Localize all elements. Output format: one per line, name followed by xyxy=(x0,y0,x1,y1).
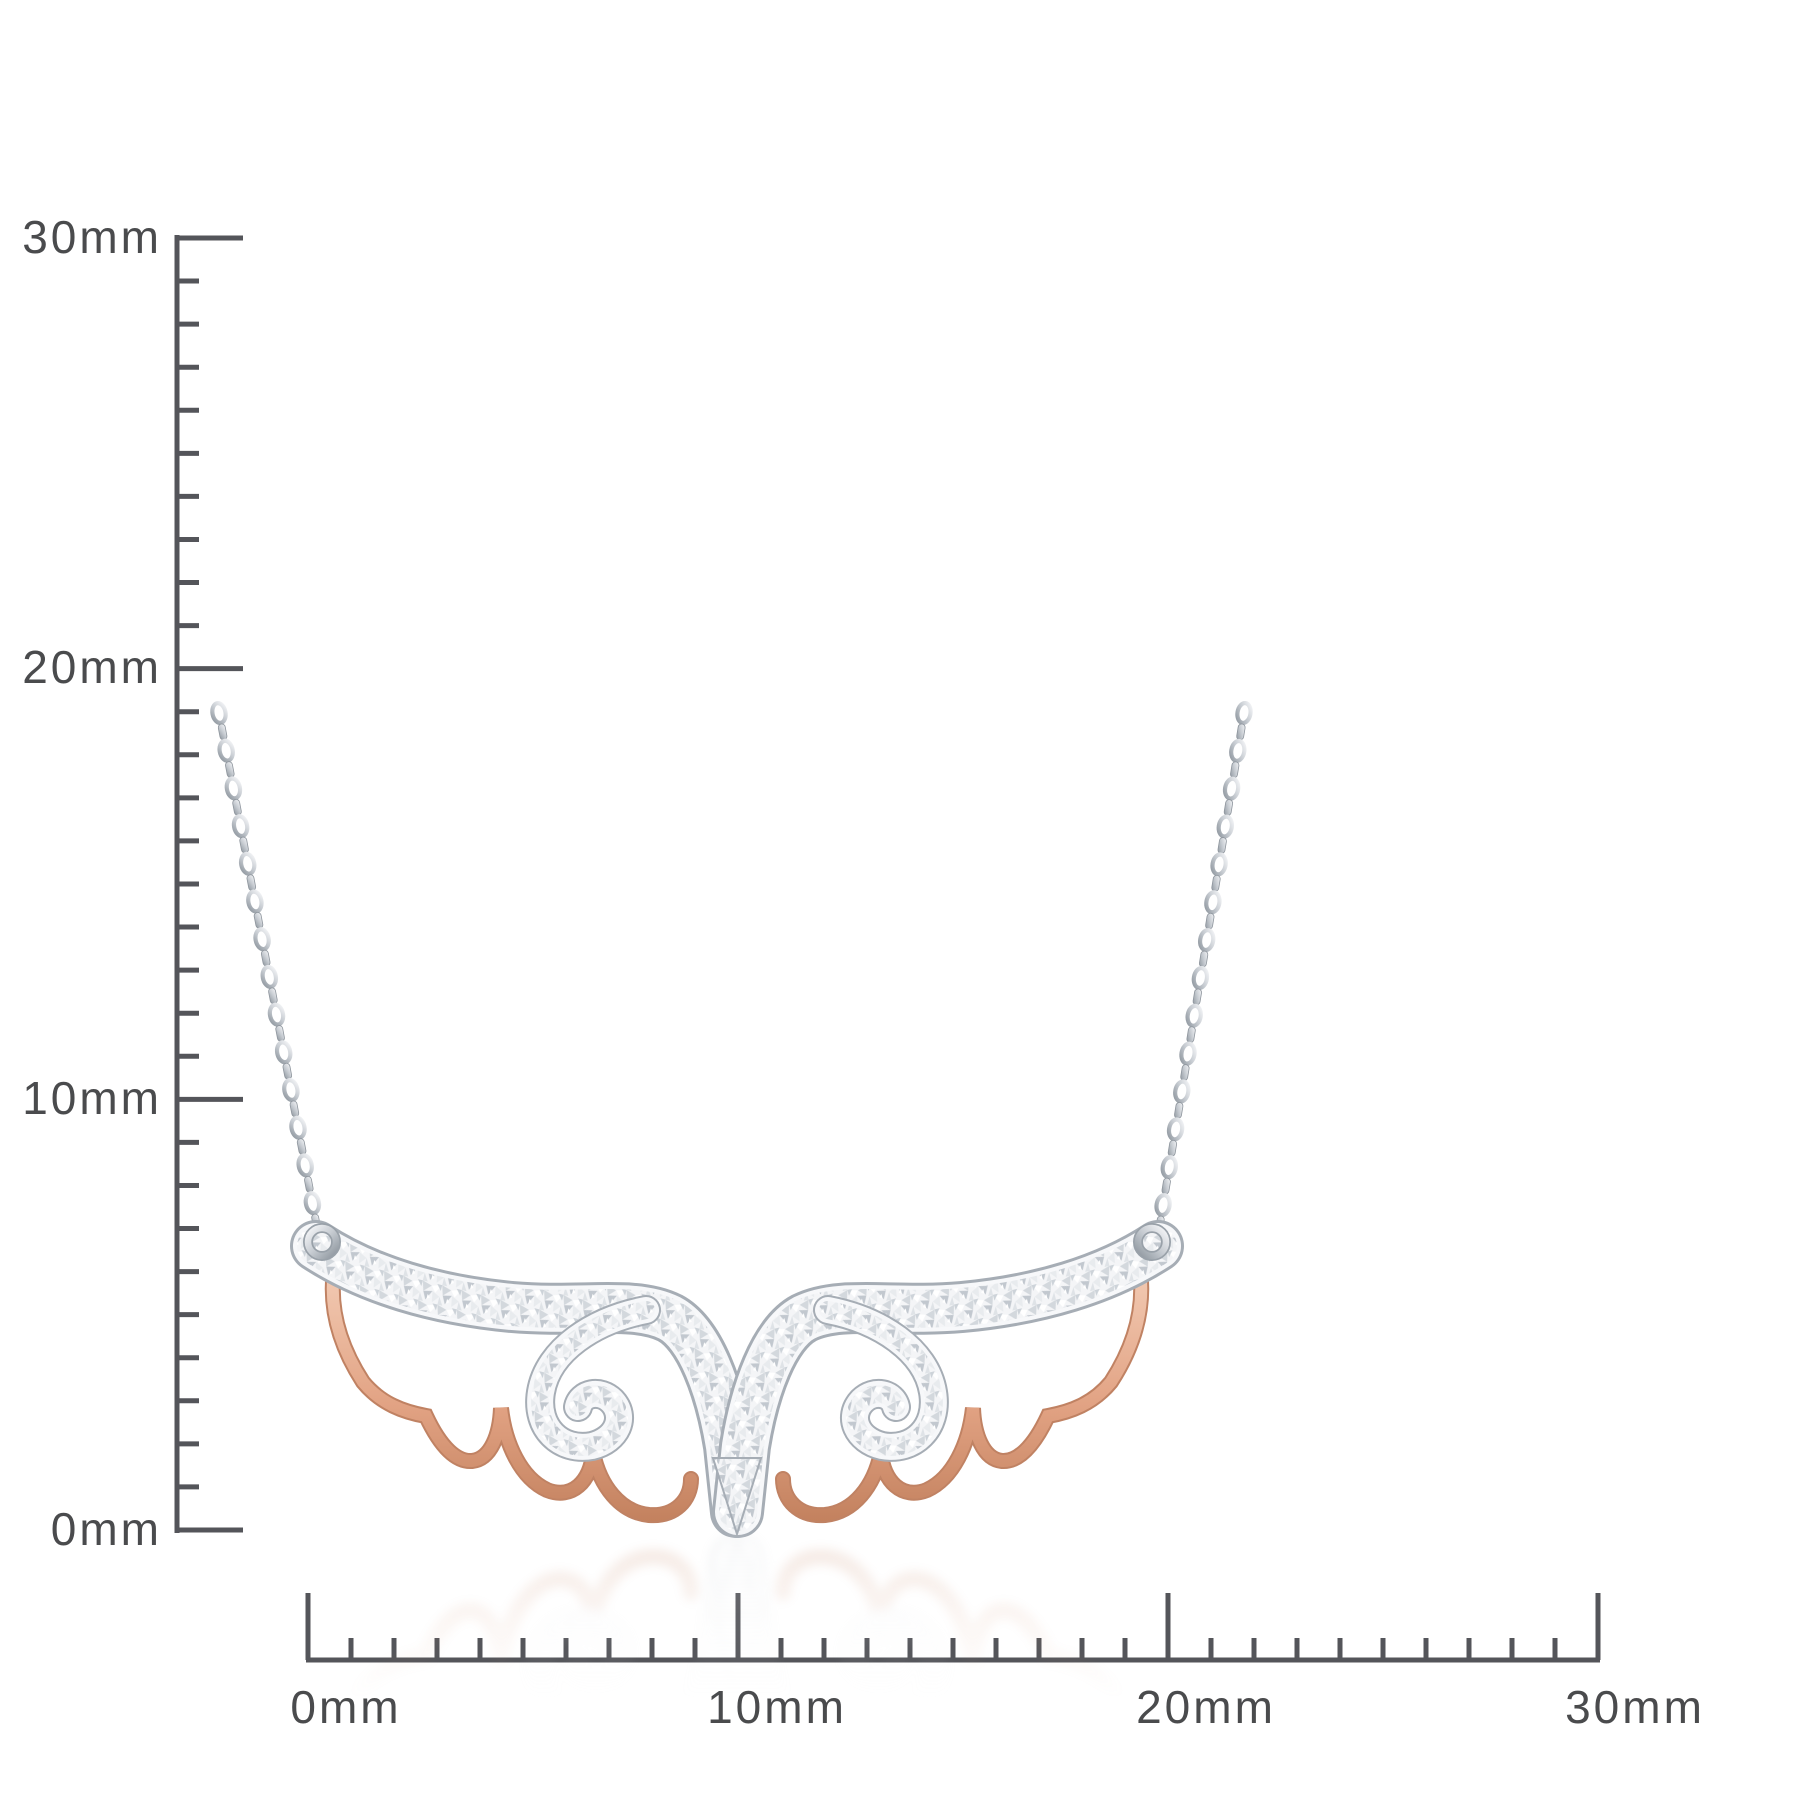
chain-link xyxy=(267,1002,286,1027)
chain-link xyxy=(238,851,257,876)
chain-link xyxy=(1185,1003,1203,1028)
vertical-ruler-ticks xyxy=(177,235,243,1533)
chain-link xyxy=(303,1191,322,1216)
chain-link xyxy=(1236,723,1246,741)
chain-link xyxy=(1166,1117,1185,1142)
chain-link xyxy=(232,798,242,816)
chain-link xyxy=(1179,1041,1197,1066)
chain-link xyxy=(246,874,257,892)
chain-link xyxy=(274,1040,293,1065)
chain-link xyxy=(210,701,228,725)
chain-link xyxy=(304,1175,314,1193)
chain-link xyxy=(296,1138,307,1155)
chain-link xyxy=(1205,912,1215,930)
chain-link xyxy=(239,836,249,854)
chain-link xyxy=(1210,852,1228,877)
chain-link xyxy=(275,1025,285,1042)
chain-link xyxy=(1204,890,1222,915)
chain-link xyxy=(1235,700,1253,726)
chain-link xyxy=(253,912,264,929)
chain-link xyxy=(1197,928,1216,953)
h-label-20mm: 20mm xyxy=(1136,1681,1276,1733)
chain-link xyxy=(1229,738,1247,763)
chain-link xyxy=(1192,988,1202,1006)
angel-wings-pendant xyxy=(308,1228,1166,1534)
v-label-10mm: 10mm xyxy=(22,1072,162,1124)
chain-link xyxy=(296,1153,314,1178)
chain-link xyxy=(1216,814,1235,839)
chain-link xyxy=(1217,837,1227,854)
chain-link xyxy=(1173,1079,1191,1104)
chain-link xyxy=(289,1115,307,1140)
v-label-0mm: 0mm xyxy=(51,1503,162,1555)
right-wing xyxy=(713,1228,1166,1534)
chain-link xyxy=(253,927,271,952)
chain-link xyxy=(1154,1193,1172,1218)
chain-link xyxy=(282,1078,300,1102)
chain-link xyxy=(268,987,278,1005)
left-wing xyxy=(308,1228,761,1534)
chain-link xyxy=(1186,1026,1196,1044)
chain-link xyxy=(260,949,271,967)
chain-link xyxy=(1180,1064,1190,1081)
pendant-reflection xyxy=(308,1538,1166,1800)
chain-link xyxy=(1211,874,1221,892)
chain-link xyxy=(282,1062,293,1080)
v-label-20mm: 20mm xyxy=(22,641,162,693)
chain-link xyxy=(1174,1102,1184,1119)
chain-link xyxy=(217,738,235,763)
chain-link xyxy=(1223,799,1234,816)
chain-link xyxy=(1161,1177,1171,1195)
chain-link xyxy=(231,814,250,839)
chain-link xyxy=(1230,761,1240,779)
v-label-30mm: 30mm xyxy=(22,211,162,263)
chain-link xyxy=(246,889,264,914)
chain-link xyxy=(289,1100,300,1118)
chain-link xyxy=(1222,776,1241,801)
chain-link xyxy=(217,723,228,741)
chain-link xyxy=(1191,965,1210,991)
chain-link xyxy=(225,761,235,778)
chain-link xyxy=(260,964,279,989)
chain-link xyxy=(1167,1139,1178,1157)
chain-link xyxy=(1198,950,1209,968)
chain-link xyxy=(224,776,243,801)
right-chain xyxy=(1154,700,1253,1233)
h-label-30mm: 30mm xyxy=(1565,1681,1705,1733)
chain-link xyxy=(1160,1155,1179,1180)
vertical-ruler: 30mm 20mm 10mm 0mm xyxy=(22,211,243,1555)
left-chain xyxy=(210,701,322,1231)
